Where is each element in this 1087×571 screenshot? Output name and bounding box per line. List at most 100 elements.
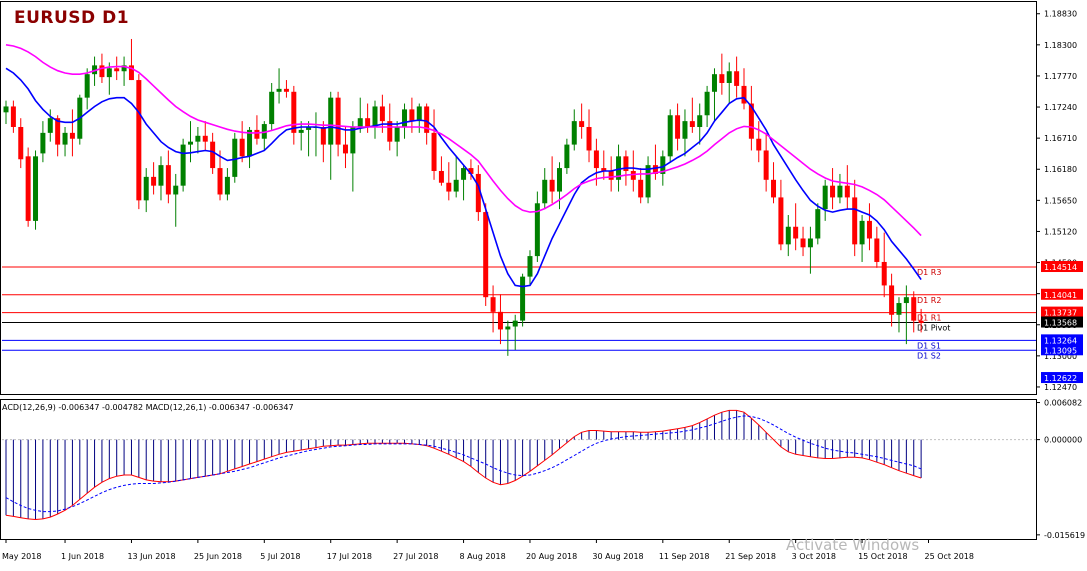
- date-axis: May 2018 1 Jun 2018 13 Jun 2018 25 Jun 2018…: [2, 539, 974, 561]
- candle-body: [866, 220, 872, 239]
- pivot-label: D1 R1: [917, 314, 941, 323]
- date-tick-label: 11 Sep 2018: [659, 552, 710, 561]
- candle-body: [490, 297, 496, 312]
- candle-body: [99, 65, 105, 78]
- candle-body: [579, 121, 585, 127]
- candle-body: [763, 150, 769, 180]
- candle-body: [269, 91, 275, 125]
- candle-body: [224, 176, 230, 195]
- date-tick-label: 30 Aug 2018: [592, 552, 643, 561]
- candle-body: [350, 126, 356, 154]
- pivot-label: D1 R3: [917, 268, 941, 277]
- candle-body: [468, 168, 474, 174]
- candle-body: [593, 150, 599, 169]
- candle-body: [903, 297, 909, 304]
- candle-body: [837, 185, 843, 198]
- candle-body: [165, 165, 171, 195]
- candle-body: [771, 179, 777, 198]
- candle-body: [623, 156, 629, 172]
- macd-indicator-label: ACD(12,26,9) -0.006347 -0.004782 MACD(12…: [2, 403, 294, 412]
- candle-body: [844, 185, 850, 198]
- moving-averages: [5, 44, 922, 288]
- candle-body: [918, 320, 924, 323]
- pivot-price-label-box: [1041, 334, 1083, 346]
- candle-body: [25, 156, 31, 221]
- candle-body: [601, 168, 607, 172]
- moving-average-line: [5, 44, 922, 237]
- price-tick-label: 1.15650: [1044, 196, 1077, 205]
- candle-body: [394, 126, 400, 142]
- price-tick-label: 1.17240: [1044, 103, 1077, 112]
- pivot-price-label: 1.14514: [1044, 263, 1077, 272]
- candle-body: [365, 118, 371, 127]
- candle-body: [328, 97, 334, 145]
- candle-body: [911, 297, 917, 321]
- price-tick-label: 1.18300: [1044, 41, 1077, 50]
- candle-body: [859, 220, 865, 245]
- candle-body: [520, 276, 526, 321]
- candle-body: [667, 115, 673, 157]
- candle-body: [748, 103, 754, 139]
- pivot-price-label: 1.13264: [1044, 336, 1077, 345]
- candle-body: [306, 126, 312, 130]
- candle-body: [645, 165, 651, 198]
- candle-body: [608, 171, 614, 180]
- date-tick-label: 17 Jul 2018: [327, 552, 372, 561]
- candle-body: [889, 285, 895, 315]
- candle-body: [616, 156, 622, 180]
- price-tick-label: 1.12470: [1044, 383, 1077, 392]
- candle-body: [47, 118, 53, 133]
- candle-body: [881, 261, 887, 286]
- macd-tick-label: 0.000000: [1044, 436, 1082, 445]
- pivot-price-label-box: [1041, 288, 1083, 300]
- date-tick-label: 21 Sep 2018: [725, 552, 776, 561]
- candle-body: [424, 106, 430, 133]
- candle-body: [69, 132, 75, 139]
- date-tick-label: 20 Aug 2018: [526, 552, 577, 561]
- candle-body: [682, 121, 688, 139]
- candle-body: [830, 185, 836, 198]
- candle-body: [158, 165, 164, 186]
- candle-body: [497, 311, 503, 330]
- candle-body: [741, 85, 747, 104]
- candle-body: [173, 185, 179, 195]
- price-tick-label: 1.18830: [1044, 10, 1077, 19]
- price-tick-label: 1.17770: [1044, 72, 1077, 81]
- candle-body: [527, 256, 533, 277]
- candle-body: [291, 91, 297, 133]
- candle-body: [675, 115, 681, 139]
- candle-body: [475, 173, 481, 213]
- candle-body: [557, 168, 562, 192]
- candle-body: [320, 126, 326, 145]
- pivot-price-label: 1.13568: [1044, 319, 1077, 328]
- candle-body: [283, 88, 289, 92]
- candle-body: [652, 165, 658, 174]
- date-tick-label: 15 Oct 2018: [858, 552, 907, 561]
- date-tick-label: 25 Oct 2018: [925, 552, 974, 561]
- candle-body: [195, 135, 201, 142]
- candle-body: [800, 238, 806, 248]
- pivot-label: D1 S1: [917, 341, 941, 350]
- candle-body: [136, 80, 142, 201]
- candle-body: [416, 106, 422, 122]
- candle-body: [180, 144, 186, 186]
- pivot-label: D1 R2: [917, 296, 941, 305]
- candle-body: [446, 182, 452, 192]
- candle-body: [254, 129, 260, 139]
- pivot-price-label-box: [1041, 306, 1083, 318]
- macd-main-line: [5, 409, 922, 521]
- candle-body: [896, 303, 902, 315]
- moving-average-line: [5, 67, 922, 288]
- candle-body: [247, 129, 253, 157]
- price-tick-label: 1.15120: [1044, 227, 1077, 236]
- candle-body: [630, 171, 636, 180]
- candle-body: [564, 144, 570, 169]
- date-tick-label: 5 Jul 2018: [260, 552, 300, 561]
- pivot-label: D1 S2: [917, 351, 941, 360]
- candle-body: [852, 197, 858, 245]
- candle-body: [409, 109, 415, 122]
- candle-body: [793, 226, 799, 239]
- candle-body: [785, 226, 791, 245]
- candle-body: [18, 126, 24, 160]
